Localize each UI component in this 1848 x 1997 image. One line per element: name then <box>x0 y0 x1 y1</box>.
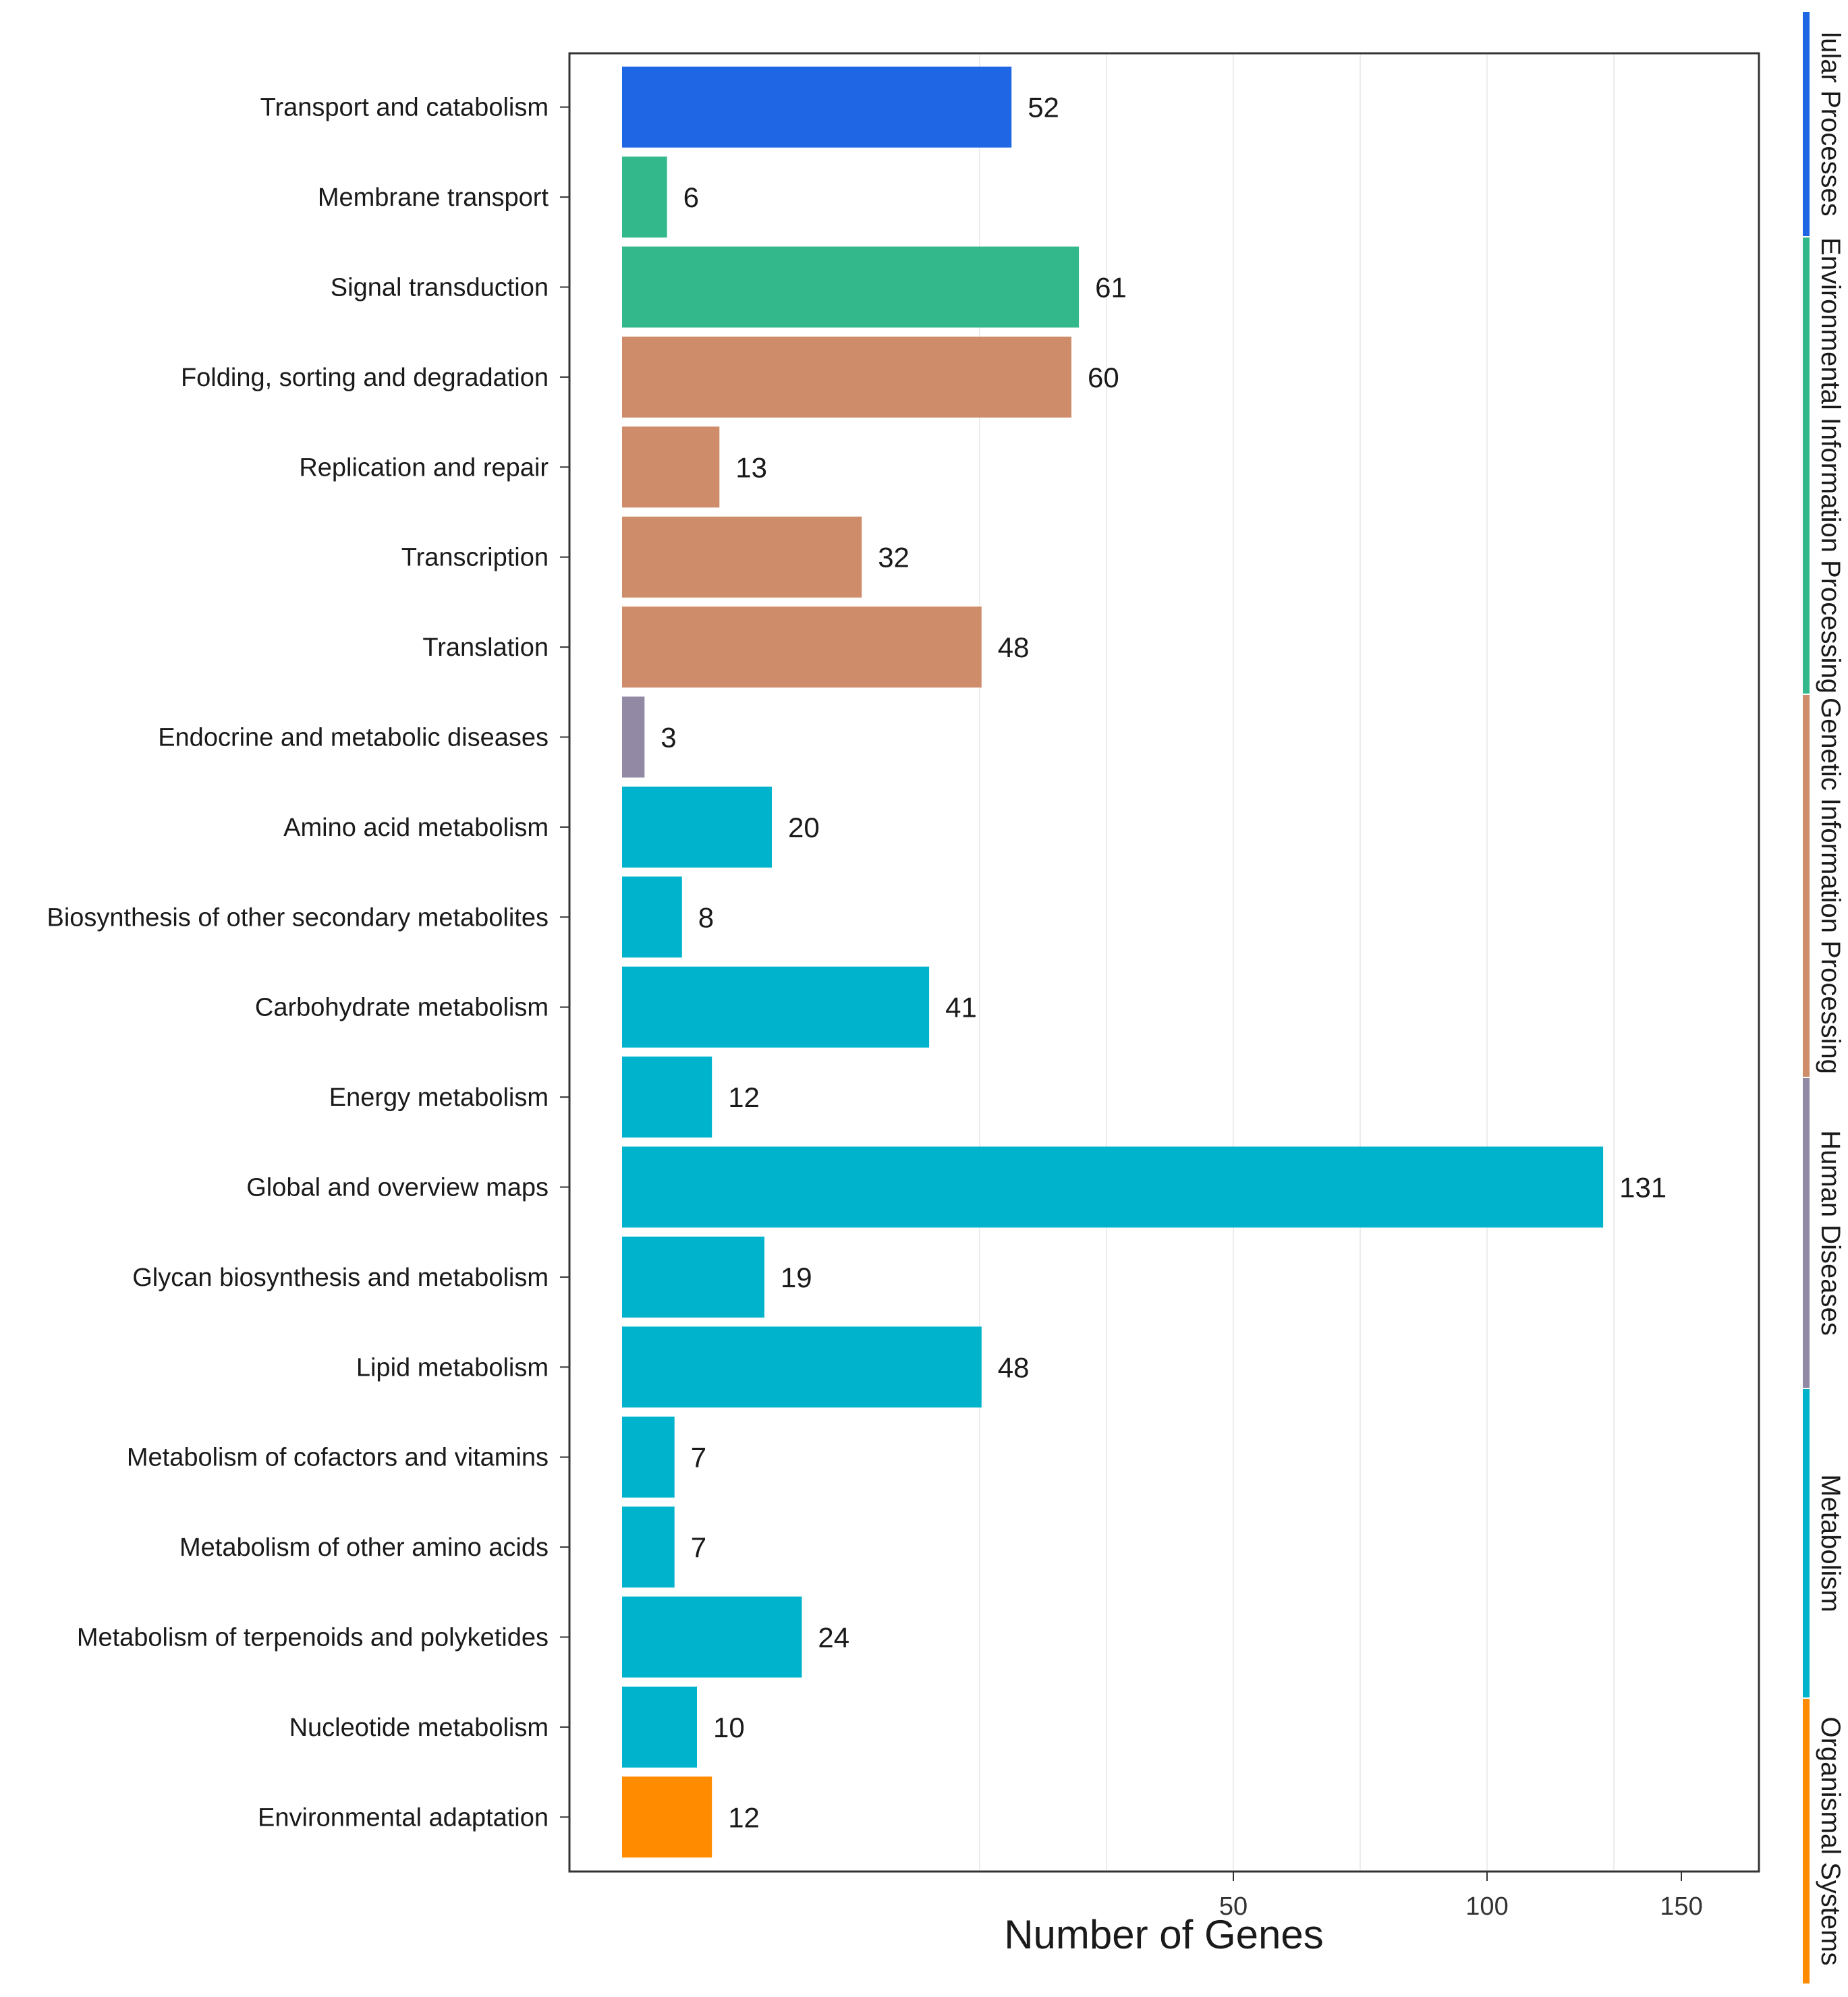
value-label: 131 <box>1619 1172 1667 1204</box>
grid-lines <box>979 55 1615 1870</box>
bar <box>622 1507 675 1588</box>
bar <box>622 426 720 508</box>
x-tick-label: 50 <box>1219 1892 1248 1921</box>
group-label: lular Processes <box>1816 32 1845 216</box>
category-label: Transport and catabolism <box>260 94 549 122</box>
category-label: Metabolism of other amino acids <box>179 1534 549 1562</box>
group-label: Organismal Systems <box>1816 1717 1845 1966</box>
category-label: Membrane transport <box>318 184 549 212</box>
value-label: 20 <box>788 812 820 843</box>
value-label: 13 <box>735 451 767 483</box>
x-tick-label: 100 <box>1465 1892 1508 1921</box>
group-label: Genetic Information Processing <box>1816 698 1845 1074</box>
category-label: Energy metabolism <box>329 1084 549 1112</box>
value-label: 10 <box>713 1712 745 1743</box>
value-label: 19 <box>781 1262 812 1293</box>
group-color-strip <box>1803 1078 1810 1388</box>
value-label: 32 <box>878 542 909 573</box>
value-label: 6 <box>683 181 699 213</box>
category-label: Lipid metabolism <box>356 1353 549 1382</box>
bar <box>622 607 982 688</box>
group-color-strip <box>1803 1389 1810 1697</box>
value-label: 52 <box>1028 92 1059 123</box>
category-label: Endocrine and metabolic diseases <box>158 724 549 752</box>
bar <box>622 1236 764 1318</box>
value-label: 41 <box>945 992 977 1023</box>
plot-panel-border <box>568 52 1760 1873</box>
value-label: 48 <box>998 631 1030 663</box>
bar <box>622 966 930 1048</box>
bar <box>622 66 1012 148</box>
value-label: 3 <box>661 722 676 754</box>
category-label: Amino acid metabolism <box>283 814 549 842</box>
group-color-strip <box>1803 12 1810 236</box>
category-label: Translation <box>422 634 549 662</box>
value-label: 12 <box>728 1801 760 1833</box>
bar <box>622 696 645 778</box>
group-color-strip <box>1803 1699 1810 1984</box>
category-label: Replication and repair <box>299 453 549 482</box>
category-label: Biosynthesis of other secondary metaboli… <box>47 903 549 932</box>
category-label: Metabolism of cofactors and vitamins <box>127 1444 549 1472</box>
bar <box>622 1776 712 1858</box>
category-label: Folding, sorting and degradation <box>181 364 549 392</box>
value-label: 7 <box>691 1442 706 1473</box>
bar <box>622 876 682 958</box>
group-color-strip <box>1803 237 1810 694</box>
category-group-strips: lular Processes Environmental Information… <box>1803 12 1845 1984</box>
category-labels: Transport and catabolism Membrane transpo… <box>47 94 569 1832</box>
group-label: Metabolism <box>1816 1474 1845 1612</box>
category-label: Global and overview maps <box>246 1174 549 1202</box>
bar <box>622 1596 802 1678</box>
value-label: 48 <box>998 1351 1030 1383</box>
category-label: Nucleotide metabolism <box>289 1714 549 1742</box>
category-label: Carbohydrate metabolism <box>255 994 549 1022</box>
bar <box>622 246 1080 328</box>
bar <box>622 786 772 868</box>
group-color-strip <box>1803 695 1810 1077</box>
category-label: Transcription <box>401 544 549 572</box>
value-label: 12 <box>728 1081 760 1113</box>
x-axis-ticks: 50 100 150 <box>1219 1872 1703 1921</box>
bar <box>622 1326 982 1408</box>
bar <box>622 336 1071 418</box>
bar <box>622 157 667 238</box>
value-label: 8 <box>698 901 714 933</box>
category-label: Glycan biosynthesis and metabolism <box>132 1264 549 1292</box>
bar <box>622 1416 675 1498</box>
group-label: Human Diseases <box>1816 1130 1845 1336</box>
bar <box>622 1686 697 1768</box>
group-label: Environmental Information Processing <box>1816 237 1845 694</box>
bar <box>622 516 862 598</box>
bar <box>622 1146 1604 1228</box>
category-label: Signal transduction <box>331 274 549 302</box>
value-label: 61 <box>1095 272 1127 304</box>
x-tick-label: 150 <box>1660 1892 1702 1921</box>
value-label: 60 <box>1088 362 1119 393</box>
category-label: Environmental adaptation <box>258 1803 549 1832</box>
category-label: Metabolism of terpenoids and polyketides <box>77 1624 549 1652</box>
bar <box>622 1057 712 1138</box>
value-label: 7 <box>691 1531 706 1563</box>
x-axis-title: Number of Genes <box>1004 1912 1324 1957</box>
value-label: 24 <box>818 1622 849 1654</box>
